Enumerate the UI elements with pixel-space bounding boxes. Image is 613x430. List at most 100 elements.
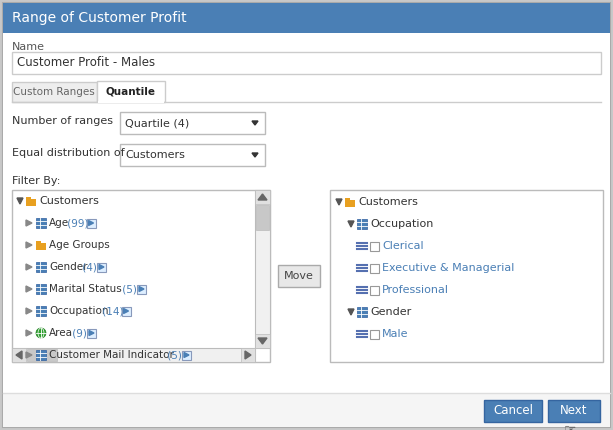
Text: Executive & Managerial: Executive & Managerial <box>382 263 514 273</box>
Bar <box>137 285 146 294</box>
Polygon shape <box>252 121 258 125</box>
Polygon shape <box>245 351 251 359</box>
Bar <box>357 219 367 229</box>
Text: Customer Mail Indicator: Customer Mail Indicator <box>49 350 174 360</box>
Text: Area: Area <box>49 328 73 338</box>
Bar <box>97 81 165 102</box>
Circle shape <box>36 328 46 338</box>
Bar <box>36 218 46 228</box>
Text: (4): (4) <box>79 262 97 272</box>
Bar <box>121 307 131 316</box>
Polygon shape <box>336 199 342 205</box>
Polygon shape <box>252 153 258 157</box>
Text: Custom Ranges: Custom Ranges <box>13 87 95 97</box>
Polygon shape <box>99 264 104 270</box>
Polygon shape <box>16 351 22 359</box>
Bar <box>278 265 320 287</box>
Bar <box>255 190 270 204</box>
Text: Customers: Customers <box>39 196 99 206</box>
Bar <box>97 262 106 271</box>
Bar <box>345 200 355 207</box>
Polygon shape <box>26 242 32 248</box>
Bar <box>98 101 164 103</box>
Text: Occupation: Occupation <box>49 306 109 316</box>
Bar <box>3 33 610 393</box>
Polygon shape <box>26 286 32 292</box>
Bar <box>12 52 601 74</box>
Bar <box>36 262 46 272</box>
Bar <box>36 350 46 360</box>
Polygon shape <box>26 352 32 358</box>
Text: Customers: Customers <box>358 197 418 207</box>
Text: ☞: ☞ <box>564 422 576 430</box>
Text: Filter By:: Filter By: <box>12 176 60 186</box>
Bar <box>330 190 603 362</box>
Text: Cancel: Cancel <box>493 405 533 418</box>
Bar <box>120 112 265 134</box>
Bar <box>256 205 269 230</box>
Text: Age Groups: Age Groups <box>49 240 110 250</box>
Text: (99): (99) <box>64 218 88 228</box>
Bar <box>87 329 96 338</box>
Text: Marital Status: Marital Status <box>49 284 122 294</box>
Polygon shape <box>17 198 23 204</box>
Polygon shape <box>26 264 32 270</box>
Bar <box>370 242 379 251</box>
Bar <box>12 190 270 362</box>
Polygon shape <box>26 330 32 336</box>
Bar <box>370 286 379 295</box>
Text: Gender: Gender <box>49 262 88 272</box>
Polygon shape <box>348 221 354 227</box>
Bar <box>36 284 46 294</box>
Bar <box>86 218 96 227</box>
Bar <box>548 400 600 422</box>
Text: Age: Age <box>49 218 69 228</box>
Bar <box>36 241 41 243</box>
Polygon shape <box>123 308 129 313</box>
Bar <box>27 349 57 361</box>
Text: Next: Next <box>560 405 588 418</box>
Bar <box>26 197 31 199</box>
Bar <box>345 198 350 200</box>
Bar <box>255 190 270 348</box>
Bar <box>12 348 255 362</box>
Polygon shape <box>88 221 94 225</box>
Bar <box>36 306 46 316</box>
Bar <box>120 144 265 166</box>
Text: Move: Move <box>284 271 314 281</box>
Text: Gender: Gender <box>370 307 411 317</box>
Text: Occupation: Occupation <box>370 219 433 229</box>
Bar <box>182 350 191 359</box>
Bar <box>370 264 379 273</box>
Bar <box>12 348 26 362</box>
Bar <box>3 3 610 33</box>
Text: Professional: Professional <box>382 285 449 295</box>
Text: Customer Profit - Males: Customer Profit - Males <box>17 56 155 70</box>
Text: (5): (5) <box>119 284 137 294</box>
Polygon shape <box>89 331 94 335</box>
Text: (5): (5) <box>164 350 182 360</box>
Text: Male: Male <box>382 329 408 339</box>
Bar <box>26 199 36 206</box>
Polygon shape <box>348 309 354 315</box>
Polygon shape <box>26 220 32 226</box>
Bar <box>12 82 97 102</box>
Text: Range of Customer Profit: Range of Customer Profit <box>12 11 186 25</box>
Polygon shape <box>184 353 189 357</box>
Text: Number of ranges: Number of ranges <box>12 116 113 126</box>
Bar <box>241 348 255 362</box>
Text: (14): (14) <box>99 306 123 316</box>
Text: Quartile (4): Quartile (4) <box>125 118 189 128</box>
Polygon shape <box>139 286 144 292</box>
Bar <box>36 243 46 250</box>
Polygon shape <box>258 338 267 344</box>
Bar <box>484 400 542 422</box>
Bar <box>357 307 367 317</box>
Text: Name: Name <box>12 42 45 52</box>
Polygon shape <box>258 194 267 200</box>
Bar <box>3 393 610 427</box>
Text: Equal distribution of: Equal distribution of <box>12 148 124 158</box>
Polygon shape <box>26 308 32 314</box>
Text: Customers: Customers <box>125 150 185 160</box>
Text: (9): (9) <box>69 328 87 338</box>
